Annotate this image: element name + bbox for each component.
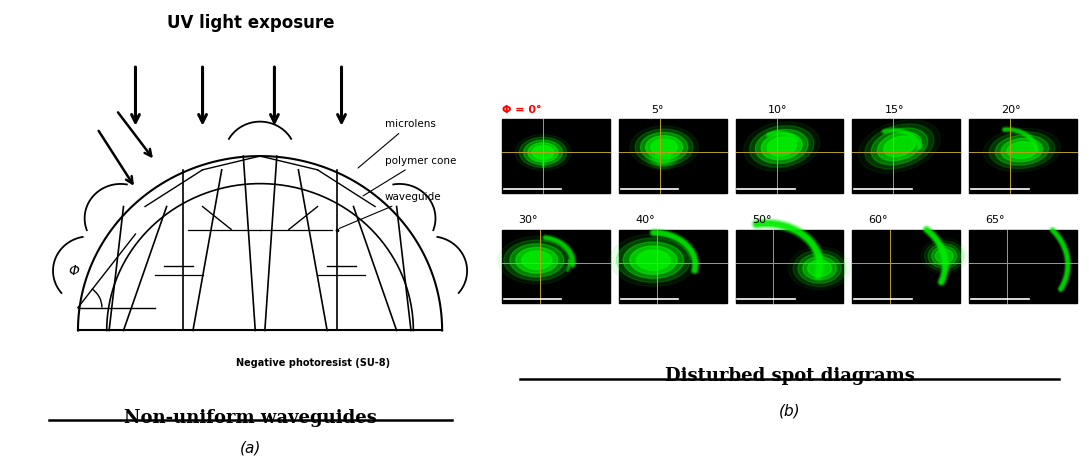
Text: microlens: microlens: [358, 119, 436, 168]
Text: polymer cone: polymer cone: [363, 156, 456, 196]
Ellipse shape: [865, 124, 934, 169]
Bar: [969, 119, 1077, 193]
Text: 15°: 15°: [884, 105, 904, 115]
Text: 20°: 20°: [1002, 105, 1021, 115]
Text: 5°: 5°: [651, 105, 663, 115]
Ellipse shape: [646, 136, 683, 159]
Text: UV light exposure: UV light exposure: [167, 14, 334, 32]
Bar: [502, 230, 610, 303]
Ellipse shape: [744, 122, 820, 171]
Text: 50°: 50°: [751, 215, 771, 225]
Ellipse shape: [637, 250, 670, 270]
Ellipse shape: [516, 247, 558, 273]
Bar: [736, 119, 844, 193]
Ellipse shape: [528, 143, 558, 162]
Text: Disturbed spot diagrams: Disturbed spot diagrams: [664, 367, 915, 385]
Ellipse shape: [623, 242, 684, 278]
Ellipse shape: [519, 137, 566, 168]
Ellipse shape: [533, 146, 554, 159]
Ellipse shape: [808, 260, 832, 277]
Ellipse shape: [858, 120, 940, 173]
Ellipse shape: [761, 133, 803, 160]
Text: Non-uniform waveguides: Non-uniform waveguides: [124, 409, 377, 426]
Bar: [853, 119, 960, 193]
Text: 65°: 65°: [986, 215, 1005, 225]
Ellipse shape: [749, 126, 813, 167]
Text: Negative photoresist (SU-8): Negative photoresist (SU-8): [235, 358, 390, 368]
Ellipse shape: [652, 152, 672, 165]
Ellipse shape: [798, 253, 841, 283]
Ellipse shape: [935, 249, 953, 263]
Ellipse shape: [640, 132, 688, 162]
Ellipse shape: [515, 134, 571, 170]
Ellipse shape: [756, 129, 808, 163]
Ellipse shape: [629, 246, 676, 274]
Ellipse shape: [524, 140, 562, 165]
Ellipse shape: [504, 240, 570, 280]
Ellipse shape: [995, 135, 1049, 165]
Ellipse shape: [878, 132, 921, 161]
Text: (a): (a): [240, 441, 261, 456]
Ellipse shape: [932, 246, 957, 266]
Ellipse shape: [928, 244, 960, 269]
Ellipse shape: [871, 128, 928, 165]
Ellipse shape: [656, 154, 670, 163]
Ellipse shape: [651, 139, 677, 156]
Ellipse shape: [647, 149, 678, 169]
Ellipse shape: [510, 244, 564, 277]
Ellipse shape: [767, 137, 796, 156]
Bar: [619, 230, 726, 303]
Ellipse shape: [803, 257, 836, 280]
Ellipse shape: [498, 236, 576, 284]
Text: Φ: Φ: [69, 264, 79, 279]
Ellipse shape: [1007, 142, 1037, 158]
Ellipse shape: [925, 241, 964, 271]
Text: 40°: 40°: [635, 215, 654, 225]
Ellipse shape: [1001, 138, 1043, 162]
Ellipse shape: [610, 234, 697, 286]
Text: Φ = 0°: Φ = 0°: [502, 105, 541, 115]
Ellipse shape: [883, 136, 915, 157]
Text: 60°: 60°: [869, 215, 889, 225]
Ellipse shape: [793, 250, 846, 286]
Ellipse shape: [629, 126, 698, 169]
Ellipse shape: [788, 247, 851, 290]
Ellipse shape: [983, 129, 1061, 172]
Ellipse shape: [989, 132, 1054, 168]
Bar: [969, 230, 1077, 303]
Ellipse shape: [616, 238, 690, 282]
Bar: [502, 119, 610, 193]
Text: 10°: 10°: [768, 105, 787, 115]
Ellipse shape: [522, 251, 552, 269]
Ellipse shape: [649, 151, 675, 167]
Bar: [853, 230, 960, 303]
Ellipse shape: [635, 129, 693, 165]
Text: (b): (b): [779, 404, 800, 419]
Text: waveguide: waveguide: [340, 192, 441, 229]
Bar: [619, 119, 726, 193]
Text: 30°: 30°: [518, 215, 538, 225]
Bar: [736, 230, 844, 303]
